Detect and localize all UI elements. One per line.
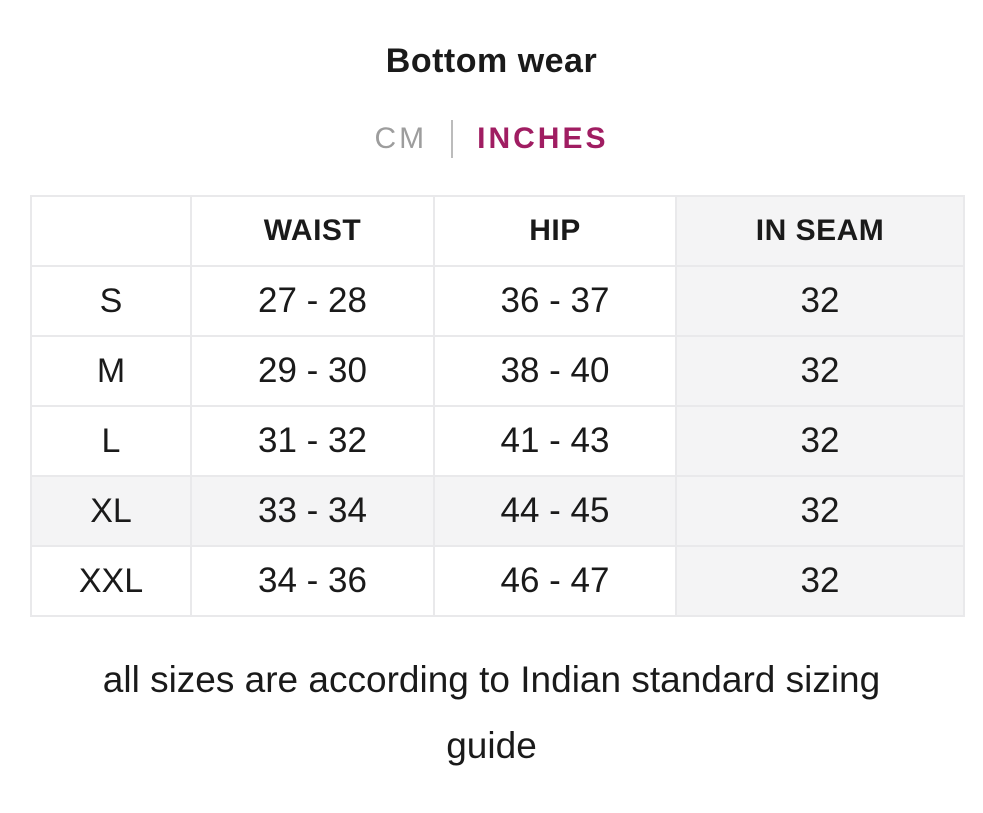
size-cell: S: [30, 265, 192, 337]
table-row-xl: XL 33 - 34 44 - 45 32: [30, 475, 965, 547]
column-header-inseam: IN SEAM: [675, 195, 965, 267]
table-row-m: M 29 - 30 38 - 40 32: [30, 335, 965, 407]
size-cell: M: [30, 335, 192, 407]
unit-cm-button[interactable]: CM: [374, 122, 428, 155]
column-header-size: [30, 195, 192, 267]
unit-inches-button[interactable]: INCHES: [477, 122, 609, 155]
table-row-s: S 27 - 28 36 - 37 32: [30, 265, 965, 337]
inseam-cell: 32: [675, 405, 965, 477]
unit-toggle: CM INCHES: [0, 119, 983, 159]
size-cell: XXL: [30, 545, 192, 617]
sizing-note-line2: guide: [446, 725, 537, 766]
size-chart-table: WAIST HIP IN SEAM S 27 - 28 36 - 37 32 M…: [30, 195, 965, 617]
hip-cell: 46 - 47: [433, 545, 677, 617]
table-row-xxl: XXL 34 - 36 46 - 47 32: [30, 545, 965, 617]
inseam-cell: 32: [675, 265, 965, 337]
column-header-hip: HIP: [433, 195, 677, 267]
waist-cell: 31 - 32: [190, 405, 435, 477]
hip-cell: 38 - 40: [433, 335, 677, 407]
table-header-row: WAIST HIP IN SEAM: [30, 195, 965, 267]
page-title: Bottom wear: [385, 42, 598, 80]
sizing-note: all sizes are according to Indian standa…: [17, 647, 967, 779]
inseam-cell: 32: [675, 475, 965, 547]
sizing-note-line1: all sizes are according to Indian standa…: [102, 659, 881, 700]
waist-cell: 29 - 30: [190, 335, 435, 407]
unit-toggle-divider: [451, 120, 454, 158]
size-cell: L: [30, 405, 192, 477]
waist-cell: 33 - 34: [190, 475, 435, 547]
waist-cell: 27 - 28: [190, 265, 435, 337]
column-header-waist: WAIST: [190, 195, 435, 267]
waist-cell: 34 - 36: [190, 545, 435, 617]
size-cell: XL: [30, 475, 192, 547]
hip-cell: 41 - 43: [433, 405, 677, 477]
table-row-l: L 31 - 32 41 - 43 32: [30, 405, 965, 477]
hip-cell: 44 - 45: [433, 475, 677, 547]
inseam-cell: 32: [675, 335, 965, 407]
inseam-cell: 32: [675, 545, 965, 617]
hip-cell: 36 - 37: [433, 265, 677, 337]
